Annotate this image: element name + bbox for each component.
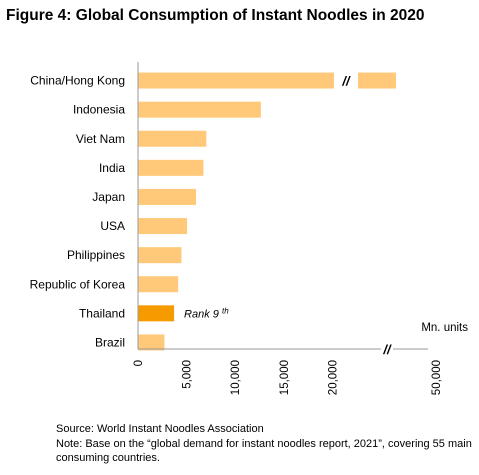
unit-label: Mn. units xyxy=(421,322,468,334)
bar-indonesia xyxy=(138,101,261,118)
x-tick-label: 5,000 xyxy=(182,360,194,389)
category-label-brazil: Brazil xyxy=(95,335,125,349)
footnote: Note: Base on the “global demand for ins… xyxy=(56,438,472,464)
axis-break-marker: // xyxy=(382,342,392,357)
bar-philippines xyxy=(138,247,182,264)
bar-usa xyxy=(138,218,188,235)
x-tick-label: 10,000 xyxy=(230,360,242,395)
source-note: Source: World Instant Noodles Associatio… xyxy=(56,423,264,435)
rank-annotation: Rank 9 th xyxy=(184,306,229,320)
bar-chart: China/Hong Kong // Indonesia Viet Nam India J… xyxy=(30,62,468,395)
category-label-thailand: Thailand xyxy=(79,306,125,320)
category-label-japan: Japan xyxy=(92,190,125,204)
bar-china-hong-kong-continued xyxy=(358,72,396,89)
category-label-china-hong-kong: China/Hong Kong xyxy=(30,74,125,88)
bar-china-hong-kong xyxy=(138,72,334,89)
bar-break-marker: // xyxy=(341,74,351,89)
x-tick-label: 50,000 xyxy=(431,360,443,395)
bar-japan xyxy=(138,188,197,205)
x-tick-label: 15,000 xyxy=(279,360,291,395)
category-label-usa: USA xyxy=(100,219,125,233)
x-tick-label: 0 xyxy=(133,360,145,366)
bar-india xyxy=(138,159,204,176)
category-label-republic-of-korea: Republic of Korea xyxy=(30,277,126,291)
category-label-indonesia: Indonesia xyxy=(73,103,125,117)
rank-annotation-superscript: th xyxy=(222,306,229,315)
bar-brazil xyxy=(138,334,165,351)
category-label-india: India xyxy=(99,161,125,175)
x-tick-label: 20,000 xyxy=(327,360,339,395)
bar-viet-nam xyxy=(138,130,207,147)
bar-thailand xyxy=(138,305,175,322)
category-label-philippines: Philippines xyxy=(67,248,125,262)
chart-title: Figure 4: Global Consumption of Instant … xyxy=(6,7,425,24)
bar-republic-of-korea xyxy=(138,276,179,293)
category-label-viet-nam: Viet Nam xyxy=(76,132,125,146)
